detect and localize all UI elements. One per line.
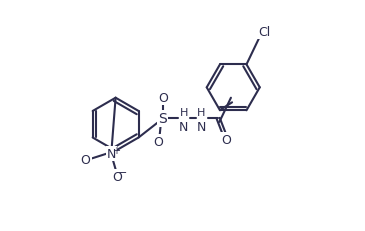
Text: N: N bbox=[107, 147, 116, 160]
Text: O: O bbox=[158, 92, 168, 105]
Text: O: O bbox=[81, 154, 91, 167]
Text: H: H bbox=[180, 108, 188, 118]
Text: N: N bbox=[179, 120, 188, 133]
Text: O: O bbox=[112, 170, 122, 183]
Text: O: O bbox=[153, 135, 163, 148]
Text: N: N bbox=[196, 120, 205, 133]
Text: +: + bbox=[112, 146, 120, 155]
Text: −: − bbox=[118, 167, 127, 177]
Text: H: H bbox=[197, 108, 205, 118]
Text: Cl: Cl bbox=[258, 26, 270, 39]
Text: O: O bbox=[222, 133, 231, 146]
Text: S: S bbox=[158, 112, 167, 126]
